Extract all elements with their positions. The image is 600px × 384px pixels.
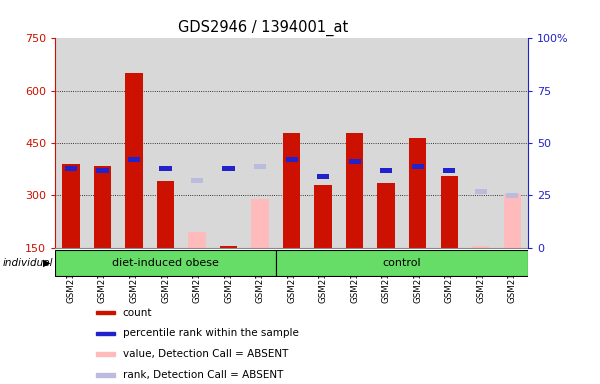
Bar [276, 38, 307, 248]
Text: ▶: ▶ [43, 258, 50, 268]
Bar [506, 193, 518, 198]
Bar [188, 232, 206, 248]
Bar [125, 73, 143, 248]
Text: individual: individual [3, 258, 53, 268]
Bar [307, 38, 339, 248]
Bar [283, 132, 300, 248]
Bar [62, 164, 80, 248]
Bar [181, 38, 213, 248]
Bar [96, 353, 115, 356]
Bar [412, 164, 424, 169]
Bar [251, 199, 269, 248]
Bar [191, 178, 203, 183]
Bar [160, 166, 172, 170]
Bar [96, 373, 115, 376]
Bar [118, 38, 150, 248]
Bar [150, 38, 181, 248]
Bar [244, 38, 276, 248]
Bar [96, 311, 115, 314]
Bar [213, 38, 244, 248]
FancyBboxPatch shape [276, 250, 528, 276]
Bar [254, 164, 266, 169]
Bar [94, 166, 111, 248]
Text: percentile rank within the sample: percentile rank within the sample [122, 328, 299, 338]
Text: diet-induced obese: diet-induced obese [112, 258, 219, 268]
Bar [402, 38, 433, 248]
Bar [314, 185, 332, 248]
Bar [157, 181, 174, 248]
Bar [220, 246, 237, 248]
Bar [286, 157, 298, 162]
Title: GDS2946 / 1394001_at: GDS2946 / 1394001_at [178, 20, 349, 36]
Bar [496, 38, 528, 248]
Bar [346, 132, 364, 248]
Bar [503, 194, 521, 248]
Bar [380, 168, 392, 173]
FancyBboxPatch shape [55, 250, 276, 276]
Bar [377, 183, 395, 248]
Text: count: count [122, 308, 152, 318]
Bar [440, 176, 458, 248]
Bar [65, 166, 77, 170]
Bar [475, 189, 487, 194]
Bar [472, 246, 490, 248]
Bar [87, 38, 118, 248]
Text: rank, Detection Call = ABSENT: rank, Detection Call = ABSENT [122, 370, 283, 380]
Bar [223, 166, 235, 170]
Bar [128, 157, 140, 162]
Bar [465, 38, 496, 248]
Bar [349, 159, 361, 164]
Bar [317, 174, 329, 179]
Bar [96, 331, 115, 335]
Bar [433, 38, 465, 248]
Text: value, Detection Call = ABSENT: value, Detection Call = ABSENT [122, 349, 288, 359]
Bar [370, 38, 402, 248]
Bar [339, 38, 370, 248]
Bar [97, 168, 109, 173]
Text: control: control [383, 258, 421, 268]
Bar [443, 168, 455, 173]
Bar [409, 138, 427, 248]
Bar [55, 38, 87, 248]
